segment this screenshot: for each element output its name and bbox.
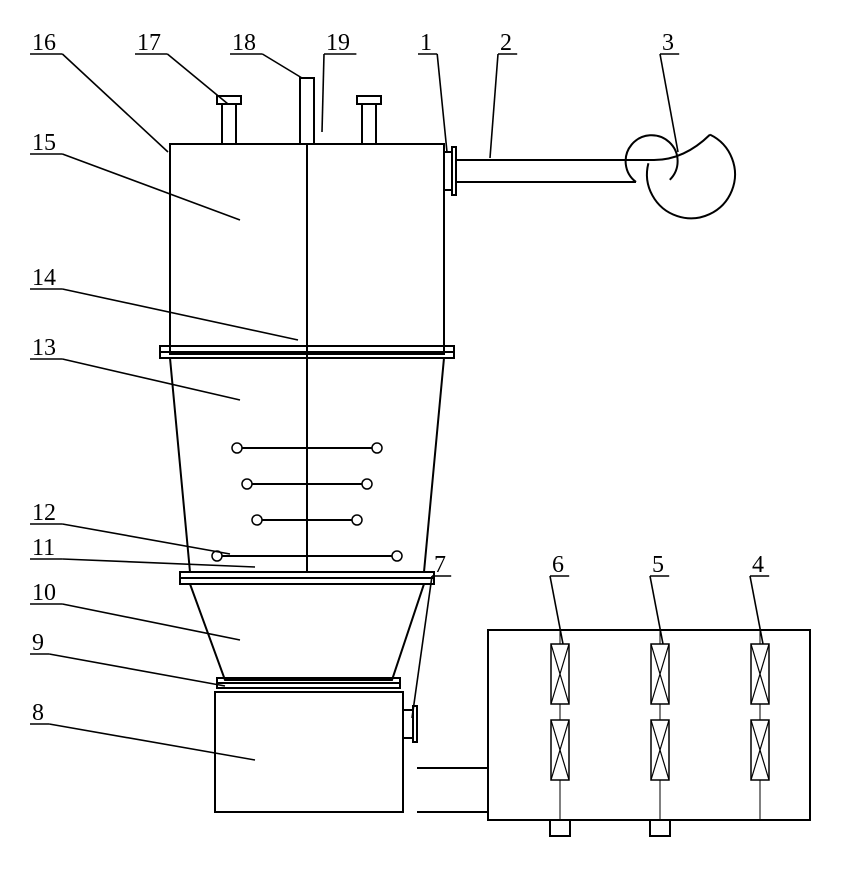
- callout-label-18: 18: [232, 30, 256, 56]
- callout-label-15: 15: [32, 130, 56, 156]
- callout-label-7: 7: [434, 552, 446, 578]
- callout-label-17: 17: [137, 30, 161, 56]
- callout-label-16: 16: [32, 30, 56, 56]
- callout-label-12: 12: [32, 500, 56, 526]
- callout-label-4: 4: [752, 552, 764, 578]
- apparatus: [160, 78, 810, 836]
- callout-label-6: 6: [552, 552, 564, 578]
- callout-label-13: 13: [32, 335, 56, 361]
- callout-label-14: 14: [32, 265, 56, 291]
- callout-label-2: 2: [500, 30, 512, 56]
- callout-label-11: 11: [32, 535, 55, 561]
- callout-label-1: 1: [420, 30, 432, 56]
- technical-diagram: 16171819123151413121110987654: [0, 0, 848, 872]
- callout-label-5: 5: [652, 552, 664, 578]
- callout-label-8: 8: [32, 700, 44, 726]
- callout-label-9: 9: [32, 630, 44, 656]
- callout-label-19: 19: [326, 30, 350, 56]
- callout-label-3: 3: [662, 30, 674, 56]
- callout-label-10: 10: [32, 580, 56, 606]
